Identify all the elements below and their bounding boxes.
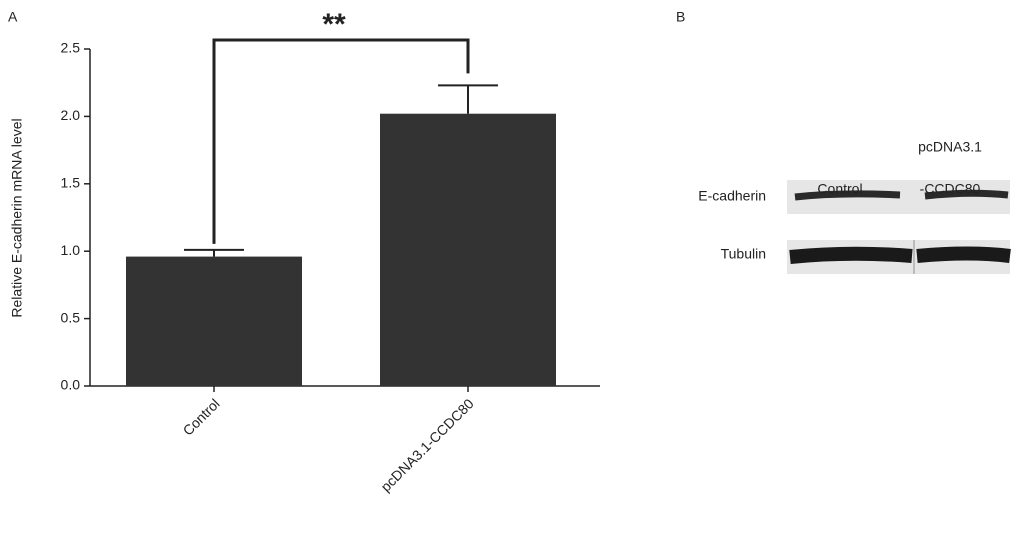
y-tick-label: 2.0 xyxy=(61,107,81,123)
y-tick-label: 0.5 xyxy=(61,309,81,325)
lane-label: pcDNA3.1 xyxy=(918,139,982,155)
y-tick-label: 1.0 xyxy=(61,242,81,258)
lane-label: Control xyxy=(817,181,862,197)
bar xyxy=(126,257,302,386)
y-tick-label: 2.5 xyxy=(61,40,81,56)
row-label: E-cadherin xyxy=(698,188,766,204)
x-tick-label: Control xyxy=(180,395,223,438)
tubulin-band xyxy=(790,254,1010,258)
panel-label: A xyxy=(8,9,18,25)
row-label: Tubulin xyxy=(721,246,766,262)
lane-label: -CCDC80 xyxy=(920,181,981,197)
y-tick-label: 0.0 xyxy=(61,377,81,393)
x-tick-label: pcDNA3.1-CCDC80 xyxy=(377,395,476,494)
bar xyxy=(380,114,556,386)
y-axis-label: Relative E-cadherin mRNA level xyxy=(9,118,25,317)
figure: A Relative E-cadherin mRNA level 0.0 0.5 1.0… xyxy=(0,0,1020,534)
panel-label: B xyxy=(676,9,685,25)
y-tick-label: 1.5 xyxy=(61,175,81,191)
significance-annotation: ** xyxy=(322,8,346,41)
